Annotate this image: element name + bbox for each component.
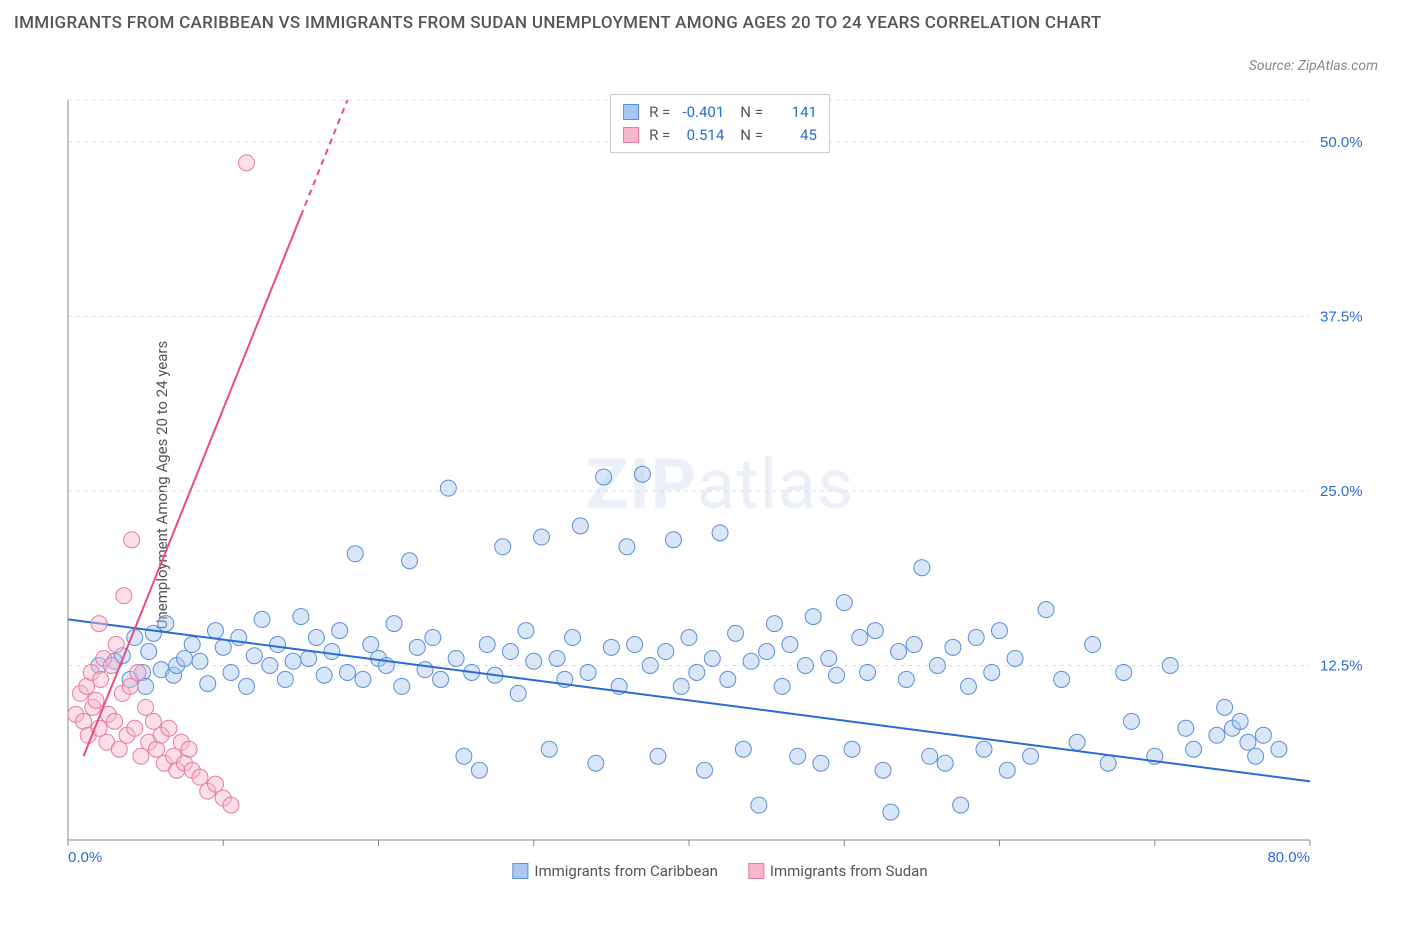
svg-text:50.0%: 50.0%: [1320, 134, 1363, 151]
r-value-caribbean: -0.401: [676, 101, 724, 124]
series-legend: Immigrants from Caribbean Immigrants fro…: [512, 862, 927, 880]
svg-text:0.0%: 0.0%: [68, 849, 102, 866]
legend-swatch-sudan: [748, 863, 764, 879]
r-label: R =: [649, 101, 670, 124]
series-legend-sudan: Immigrants from Sudan: [748, 862, 928, 880]
chart-area: Unemployment Among Ages 20 to 24 years Z…: [60, 90, 1380, 880]
svg-text:37.5%: 37.5%: [1320, 308, 1363, 325]
n-value-caribbean: 141: [769, 101, 817, 124]
series-label-sudan: Immigrants from Sudan: [770, 862, 928, 880]
stats-row-sudan: R = 0.514 N = 45: [623, 124, 817, 147]
legend-swatch-sudan: [623, 127, 639, 143]
n-value-sudan: 45: [769, 124, 817, 147]
svg-text:25.0%: 25.0%: [1320, 483, 1363, 500]
stats-legend: R = -0.401 N = 141 R = 0.514 N = 45: [610, 94, 830, 153]
svg-text:12.5%: 12.5%: [1320, 657, 1363, 674]
r-label: R =: [649, 124, 670, 147]
legend-swatch-caribbean: [623, 104, 639, 120]
stats-row-caribbean: R = -0.401 N = 141: [623, 101, 817, 124]
series-legend-caribbean: Immigrants from Caribbean: [512, 862, 718, 880]
n-label: N =: [740, 101, 763, 124]
source-attribution: Source: ZipAtlas.com: [1249, 58, 1378, 74]
legend-swatch-caribbean: [512, 863, 528, 879]
scatter-plot: 12.5% 25.0% 37.5% 50.0% 0.0% 80.0%: [60, 90, 1380, 880]
n-label: N =: [740, 124, 763, 147]
series-label-caribbean: Immigrants from Caribbean: [534, 862, 718, 880]
svg-text:80.0%: 80.0%: [1267, 849, 1310, 866]
chart-title: IMMIGRANTS FROM CARIBBEAN VS IMMIGRANTS …: [14, 10, 1102, 37]
r-value-sudan: 0.514: [676, 124, 724, 147]
